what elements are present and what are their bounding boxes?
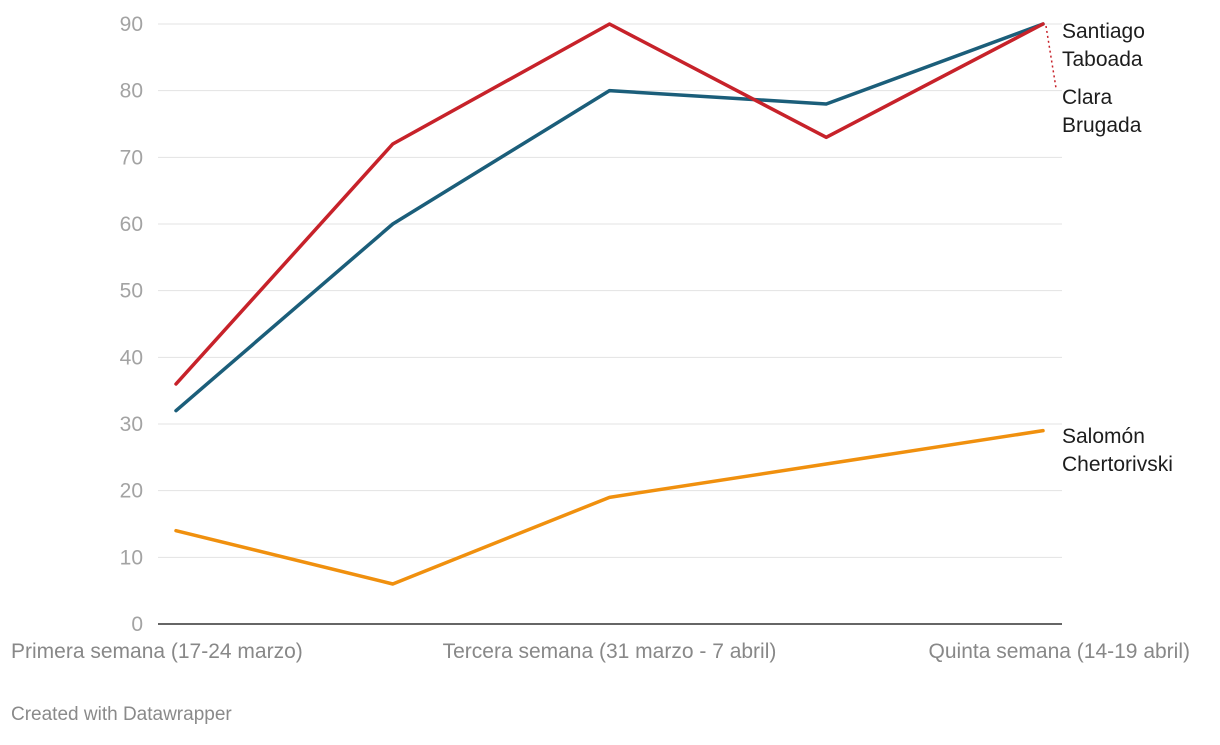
y-tick-label: 90 <box>120 13 143 36</box>
series-label: Clara Brugada <box>1062 86 1142 137</box>
y-tick-label: 40 <box>120 346 143 369</box>
series-line-santiago-taboada <box>174 22 1045 413</box>
x-tick-label: Quinta semana (14-19 abril) <box>929 640 1190 663</box>
grid-lines <box>158 23 1062 625</box>
series-labels: Santiago Taboada Clara Brugada Salomón Cherto… <box>1045 20 1173 476</box>
y-tick-label: 30 <box>120 413 143 436</box>
label-connector <box>1045 25 1057 89</box>
y-tick-label: 70 <box>120 146 143 169</box>
series-lines <box>174 22 1045 586</box>
y-tick-label: 20 <box>120 480 143 503</box>
datawrapper-credit: Created with Datawrapper <box>11 704 232 725</box>
y-tick-label: 0 <box>131 613 143 636</box>
x-tick-label: Primera semana (17-24 marzo) <box>11 640 303 663</box>
y-tick-label: 60 <box>120 213 143 236</box>
x-tick-label: Tercera semana (31 marzo - 7 abril) <box>443 640 777 663</box>
series-label: Santiago Taboada <box>1062 20 1145 71</box>
y-axis-labels: 0 10 20 30 40 50 60 70 80 90 <box>120 13 143 636</box>
series-line-salom-n-chertorivski <box>174 428 1045 586</box>
y-tick-label: 10 <box>120 546 143 569</box>
x-axis-labels: Primera semana (17-24 marzo) Tercera sema… <box>11 640 1190 663</box>
y-tick-label: 80 <box>120 80 143 103</box>
y-tick-label: 50 <box>120 280 143 303</box>
series-line-clara-brugada <box>174 22 1045 386</box>
series-label: Salomón Chertorivski <box>1062 425 1173 476</box>
